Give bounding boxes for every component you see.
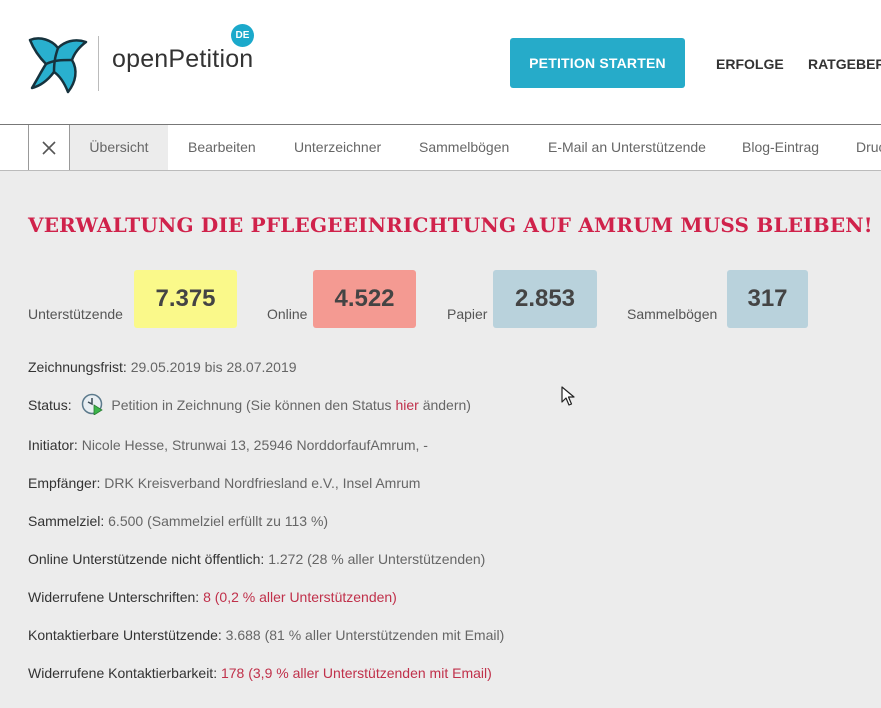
goal-value: 6.500 (Sammelziel erfüllt zu 113 %) [108, 513, 329, 529]
status-text-after: ändern) [418, 397, 471, 413]
contactable-row: Kontaktierbare Unterstützende: 3.688 (81… [28, 627, 504, 643]
status-label: Status: [28, 397, 72, 413]
status-text-before: Petition in Zeichnung (Sie können den St… [111, 397, 396, 413]
clock-status-icon [82, 394, 104, 416]
revoked-contact-row: Widerrufene Kontaktierbarkeit: 178 (3,9 … [28, 665, 492, 681]
contactable-label: Kontaktierbare Unterstützende: [28, 627, 222, 643]
status-change-link[interactable]: hier [395, 397, 419, 413]
start-petition-button[interactable]: PETITION STARTEN [510, 38, 685, 88]
stat-label-supporters: Unterstützende [28, 306, 123, 322]
deadline-row: Zeichnungsfrist: 29.05.2019 bis 28.07.20… [28, 359, 297, 375]
initiator-row: Initiator: Nicole Hesse, Strunwai 13, 25… [28, 437, 428, 453]
petition-title: VERWALTUNG DIE PFLEGEEINRICHTUNG AUF AMR… [28, 213, 873, 237]
revoked-contact-label: Widerrufene Kontaktierbarkeit: [28, 665, 218, 681]
tab-druck[interactable]: Druc [856, 139, 881, 155]
revoked-signatures-row: Widerrufene Unterschriften: 8 (0,2 % all… [28, 589, 397, 605]
stat-value-supporters: 7.375 [134, 270, 237, 328]
goal-label: Sammelziel: [28, 513, 105, 529]
online-private-row: Online Unterstützende nicht öffentlich: … [28, 551, 485, 567]
mouse-cursor-icon [561, 386, 575, 406]
tab-unterzeichner[interactable]: Unterzeichner [294, 139, 382, 155]
status-row: Status: Petition in Zeichnung (Sie könne… [28, 394, 471, 416]
stat-label-paper: Papier [447, 306, 488, 322]
online-private-label: Online Unterstützende nicht öffentlich: [28, 551, 265, 567]
stat-value-collection-sheets: 317 [727, 270, 808, 328]
deadline-label: Zeichnungsfrist: [28, 359, 127, 375]
tab-sammelboegen[interactable]: Sammelbögen [419, 139, 510, 155]
online-private-value: 1.272 (28 % aller Unterstützenden) [268, 551, 486, 567]
recipient-label: Empfänger: [28, 475, 101, 491]
goal-row: Sammelziel: 6.500 (Sammelziel erfüllt zu… [28, 513, 328, 529]
site-header: openPetition DE PETITION STARTEN ERFOLGE… [0, 0, 881, 124]
nav-link-ratgeber[interactable]: RATGEBER [808, 56, 881, 72]
nav-link-erfolge[interactable]: ERFOLGE [716, 56, 784, 72]
logo-divider [98, 36, 99, 91]
recipient-row: Empfänger: DRK Kreisverband Nordfrieslan… [28, 475, 420, 491]
initiator-label: Initiator: [28, 437, 78, 453]
contactable-value: 3.688 (81 % aller Unterstützenden mit Em… [225, 627, 505, 643]
close-icon [42, 140, 56, 155]
revoked-contact-link[interactable]: 178 (3,9 % aller Unterstützenden mit Ema… [220, 665, 492, 681]
stat-label-online: Online [267, 306, 308, 322]
recipient-value: DRK Kreisverband Nordfriesland e.V., Ins… [104, 475, 421, 491]
revoked-signatures-label: Widerrufene Unterschriften: [28, 589, 200, 605]
bird-logo-icon[interactable] [28, 30, 88, 94]
country-badge: DE [231, 24, 254, 47]
stat-value-online: 4.522 [313, 270, 416, 328]
tab-bearbeiten[interactable]: Bearbeiten [188, 139, 256, 155]
brand-name[interactable]: openPetition [112, 45, 254, 73]
revoked-signatures-link[interactable]: 8 (0,2 % aller Unterstützenden) [203, 589, 397, 605]
stat-value-paper: 2.853 [493, 270, 597, 328]
stat-label-collection-sheets: Sammelbögen [627, 306, 718, 322]
deadline-value: 29.05.2019 bis 28.07.2019 [130, 359, 297, 375]
tab-uebersicht[interactable]: Übersicht [70, 125, 168, 170]
close-button[interactable] [28, 125, 70, 170]
petition-tabs: Übersicht Bearbeiten Unterzeichner Samme… [0, 124, 881, 171]
initiator-value: Nicole Hesse, Strunwai 13, 25946 Norddor… [81, 437, 428, 453]
petition-overview: VERWALTUNG DIE PFLEGEEINRICHTUNG AUF AMR… [0, 171, 881, 708]
tab-email[interactable]: E-Mail an Unterstützende [548, 139, 706, 155]
tab-blog[interactable]: Blog-Eintrag [742, 139, 820, 155]
